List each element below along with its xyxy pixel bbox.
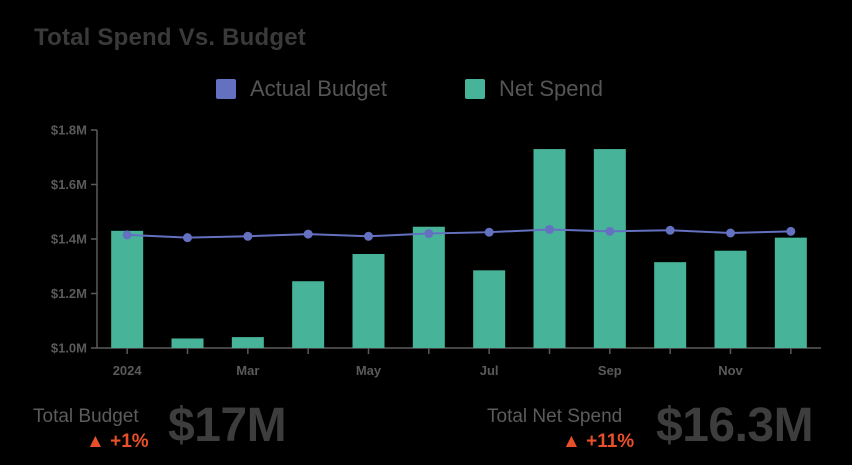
kpi-total-budget-label: Total Budget (33, 406, 139, 427)
up-triangle-icon: ▲ (562, 431, 581, 452)
actual-budget-point (786, 226, 796, 236)
kpi-total-budget: Total Budget ▲ +1% $17M (0, 399, 426, 460)
legend-item-actual-budget[interactable]: Actual Budget (216, 76, 387, 102)
y-tick-label: $1.2M (51, 286, 87, 301)
kpi-total-budget-change: ▲ +1% (86, 431, 149, 453)
kpi-total-net-spend-label: Total Net Spend (487, 406, 623, 427)
y-tick-label: $1.0M (51, 341, 87, 356)
net-spend-bar (654, 262, 687, 348)
net-spend-bar (714, 250, 747, 348)
x-tick-label: Nov (718, 363, 743, 378)
kpi-total-budget-value: $17M (168, 399, 287, 452)
net-spend-bar (171, 338, 204, 348)
actual-budget-point (243, 231, 253, 241)
spend-vs-budget-chart: $1.0M $1.2M $1.4M $1.6M $1.8M 2024 Mar May Jul Se… (51, 123, 821, 378)
net-spend-bar (533, 149, 566, 348)
net-spend-bar (412, 226, 445, 348)
x-tick-label: 2024 (113, 363, 143, 378)
net-spend-bar (774, 237, 807, 348)
net-spend-bar (111, 230, 144, 348)
legend-item-net-spend[interactable]: Net Spend (465, 76, 603, 102)
actual-budget-swatch-icon (216, 79, 236, 99)
actual-budget-point (545, 224, 554, 234)
chart-legend: Actual Budget Net Spend (0, 76, 852, 108)
chart-title: Total Spend Vs. Budget (34, 24, 306, 51)
actual-budget-point (183, 233, 192, 243)
y-tick-label: $1.8M (51, 123, 87, 138)
x-tick-label: Sep (598, 363, 622, 378)
actual-budget-point (364, 231, 373, 241)
kpi-total-budget-change-value: +1% (110, 431, 149, 452)
actual-budget-point (424, 229, 434, 239)
x-tick-label: May (356, 363, 382, 378)
kpi-total-net-spend-change: ▲ +11% (562, 431, 634, 453)
kpi-total-net-spend-value: $16.3M (656, 399, 814, 452)
x-tick-label: Mar (236, 363, 259, 378)
net-spend-bar (352, 253, 385, 348)
actual-budget-point (665, 225, 675, 235)
actual-budget-line (127, 228, 791, 239)
x-tick-label: Jul (480, 363, 499, 378)
legend-label-net-spend: Net Spend (499, 76, 603, 101)
actual-budget-point (726, 228, 735, 238)
net-spend-bar (473, 270, 506, 348)
actual-budget-point (303, 229, 313, 239)
up-triangle-icon: ▲ (86, 431, 105, 452)
actual-budget-point (122, 230, 132, 240)
actual-budget-point (605, 226, 615, 236)
legend-label-actual-budget: Actual Budget (250, 76, 387, 101)
actual-budget-point (484, 227, 494, 237)
net-spend-swatch-icon (465, 79, 485, 99)
kpi-total-net-spend: Total Net Spend ▲ +11% $16.3M (426, 399, 852, 460)
y-tick-label: $1.6M (51, 177, 87, 192)
y-tick-label: $1.4M (51, 232, 87, 247)
net-spend-bar (231, 337, 264, 348)
kpi-total-net-spend-change-value: +11% (586, 431, 635, 452)
net-spend-bar (292, 281, 325, 348)
net-spend-bar (593, 149, 626, 348)
